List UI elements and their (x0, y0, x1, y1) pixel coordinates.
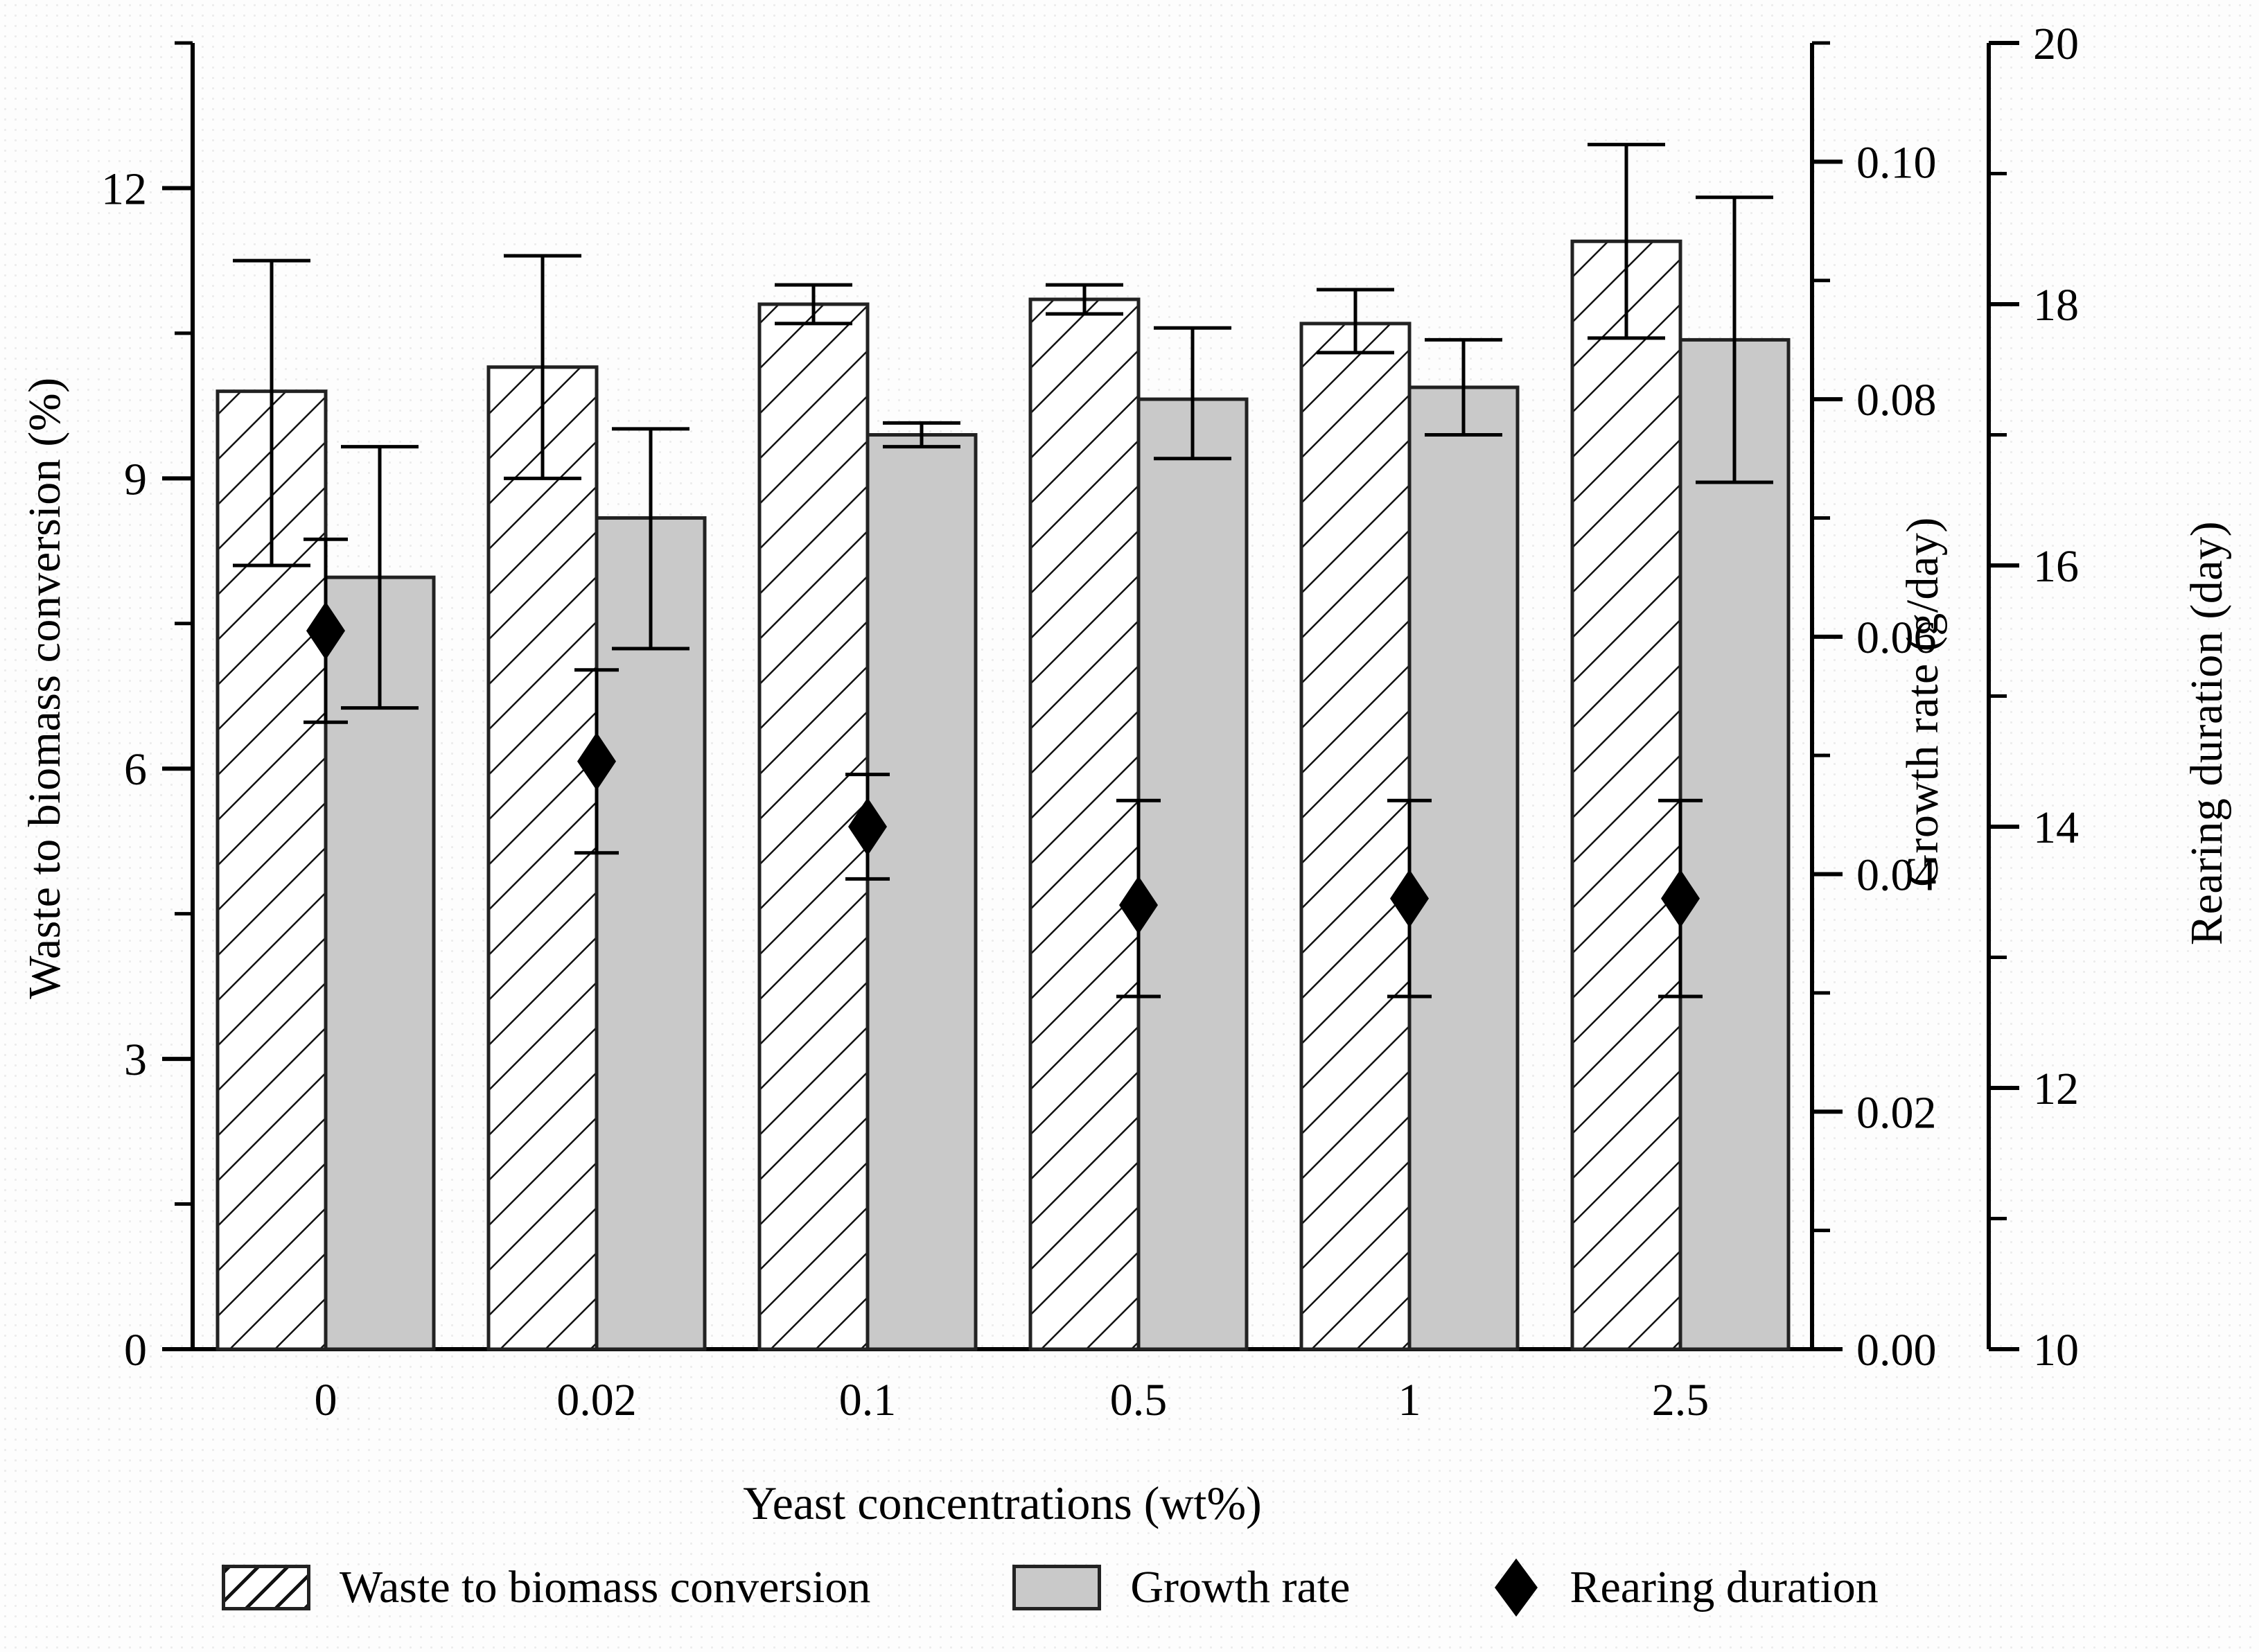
left-axis-tick-label: 3 (124, 1035, 147, 1085)
growth-axis-tick-label: 0.04 (1856, 850, 1937, 901)
growth-axis-tick-label: 0.08 (1856, 375, 1937, 425)
x-tick-label-2.5: 2.5 (1652, 1375, 1709, 1425)
left-axis-tick-label: 12 (101, 164, 147, 214)
legend-item-rearing: Rearing duration (1492, 1556, 1879, 1619)
x-axis-title: Yeast concentrations (wt%) (743, 1477, 1262, 1529)
gray-bar-swatch-icon (1012, 1565, 1102, 1610)
left-axis-tick-label: 6 (124, 744, 147, 795)
bar-growth-group-4 (1407, 385, 1520, 1351)
x-tick-label-1: 1 (1398, 1375, 1421, 1425)
rearing-axis-tick-label: 18 (2033, 280, 2079, 331)
legend-label-waste: Waste to biomass conversion (340, 1562, 871, 1613)
bar-growth-group-1 (595, 516, 707, 1351)
bar-growth-group-2 (865, 433, 978, 1351)
bar-waste-group-1 (486, 365, 599, 1351)
growth-axis-tick-label: 0.02 (1856, 1087, 1937, 1138)
legend-item-growth: Growth rate (1012, 1561, 1350, 1614)
left-axis-tick-label: 9 (124, 454, 147, 504)
growth-axis-title: Growth rate (g/day) (1897, 517, 1948, 887)
bar-waste-group-3 (1028, 297, 1141, 1351)
legend-label-growth: Growth rate (1130, 1562, 1351, 1613)
growth-axis-tick-label: 0.06 (1856, 613, 1937, 663)
diamond-rearing-1 (577, 732, 616, 791)
rearing-axis-tick-label: 20 (2033, 19, 2079, 69)
x-tick-label-0.5: 0.5 (1110, 1375, 1168, 1425)
diamond-rearing-2 (848, 798, 887, 856)
bar-growth-group-3 (1136, 397, 1249, 1351)
x-tick-label-0.02: 0.02 (556, 1375, 637, 1425)
legend-label-rearing: Rearing duration (1570, 1562, 1879, 1613)
bar-waste-group-5 (1570, 239, 1682, 1351)
bar-waste-group-4 (1299, 322, 1412, 1351)
black-diamond-icon (1495, 1558, 1538, 1617)
bar-growth-group-5 (1678, 337, 1791, 1351)
legend: Waste to biomass conversion Growth rate … (222, 1556, 2231, 1619)
rearing-axis-tick-label: 12 (2033, 1064, 2079, 1114)
growth-axis-tick-label: 0.10 (1856, 137, 1937, 188)
legend-item-waste: Waste to biomass conversion (222, 1561, 870, 1614)
x-tick-label-0: 0 (315, 1375, 337, 1425)
rearing-axis-tick-label: 10 (2033, 1325, 2079, 1376)
diamond-rearing-0 (306, 601, 345, 660)
diamond-rearing-4 (1390, 869, 1429, 928)
rearing-axis-title: Rearing duration (day) (2181, 520, 2232, 946)
hatched-bar-swatch-icon (222, 1565, 310, 1610)
growth-axis-tick-label: 0.00 (1856, 1325, 1937, 1376)
rearing-axis-tick-label: 16 (2033, 541, 2079, 592)
diamond-rearing-5 (1661, 869, 1700, 928)
left-axis-tick-label: 0 (124, 1325, 147, 1376)
left-axis-title: Waste to biomass conversion (%) (19, 377, 70, 999)
diamond-rearing-3 (1119, 876, 1158, 935)
x-tick-label-0.1: 0.1 (839, 1375, 897, 1425)
rearing-axis-tick-label: 14 (2033, 802, 2079, 853)
